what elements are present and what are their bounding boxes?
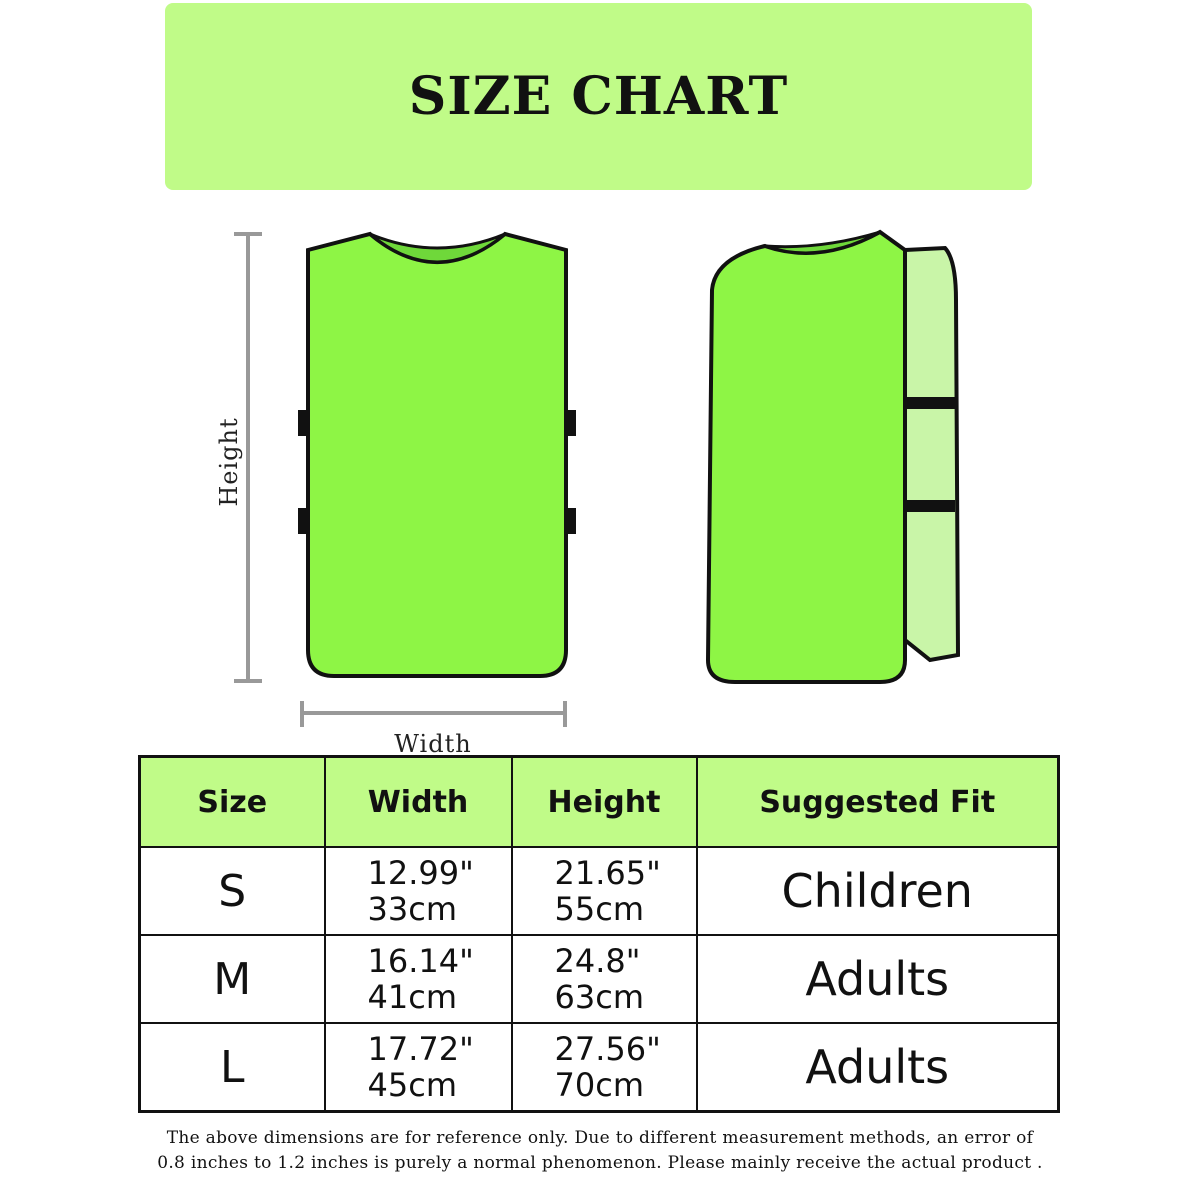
vest-front-image	[298, 231, 576, 678]
width-dimension-arrow	[300, 701, 567, 727]
header-height: Height	[510, 755, 698, 848]
header-suggested-fit: Suggested Fit	[695, 755, 1060, 848]
fit-cell: Adults	[695, 1022, 1060, 1113]
size-chart-banner: SIZE CHART	[165, 3, 1032, 190]
height-dimension-arrow	[234, 232, 262, 683]
height-cm: 63cm	[554, 978, 644, 1016]
width-cm: 33cm	[367, 890, 457, 928]
table-row: S 12.99" 33cm 21.65" 55cm Children	[138, 846, 1060, 936]
height-inches: 21.65"	[554, 854, 661, 892]
size-cell: S	[138, 846, 326, 936]
height-cell: 27.56" 70cm	[510, 1022, 698, 1113]
height-inches: 27.56"	[554, 1030, 661, 1068]
disclaimer-line-1: The above dimensions are for reference o…	[166, 1128, 1034, 1148]
header-width: Width	[323, 755, 513, 848]
size-cell: L	[138, 1022, 326, 1113]
fit-cell: Adults	[695, 934, 1060, 1024]
size-cell: M	[138, 934, 326, 1024]
header-size: Size	[138, 755, 326, 848]
width-inches: 16.14"	[367, 942, 474, 980]
width-cell: 17.72" 45cm	[323, 1022, 513, 1113]
width-cm: 45cm	[367, 1066, 457, 1104]
height-cell: 21.65" 55cm	[510, 846, 698, 936]
size-table: Size Width Height Suggested Fit S 12.99"…	[138, 755, 1060, 1113]
banner-title: SIZE CHART	[408, 66, 789, 127]
disclaimer-line-2: 0.8 inches to 1.2 inches is purely a nor…	[157, 1153, 1043, 1173]
vest-illustration	[234, 229, 961, 727]
fit-cell: Children	[695, 846, 1060, 936]
height-label: Height	[215, 417, 243, 507]
height-cell: 24.8" 63cm	[510, 934, 698, 1024]
width-inches: 12.99"	[367, 854, 474, 892]
height-inches: 24.8"	[554, 942, 641, 980]
width-label: Width	[394, 730, 472, 758]
vest-side-image	[705, 229, 961, 684]
width-cell: 16.14" 41cm	[323, 934, 513, 1024]
width-inches: 17.72"	[367, 1030, 474, 1068]
table-header-row: Size Width Height Suggested Fit	[138, 755, 1060, 848]
width-cm: 41cm	[367, 978, 457, 1016]
width-cell: 12.99" 33cm	[323, 846, 513, 936]
height-cm: 70cm	[554, 1066, 644, 1104]
height-cm: 55cm	[554, 890, 644, 928]
table-row: L 17.72" 45cm 27.56" 70cm Adults	[138, 1022, 1060, 1113]
table-row: M 16.14" 41cm 24.8" 63cm Adults	[138, 934, 1060, 1024]
disclaimer-note: The above dimensions are for reference o…	[0, 1126, 1200, 1176]
